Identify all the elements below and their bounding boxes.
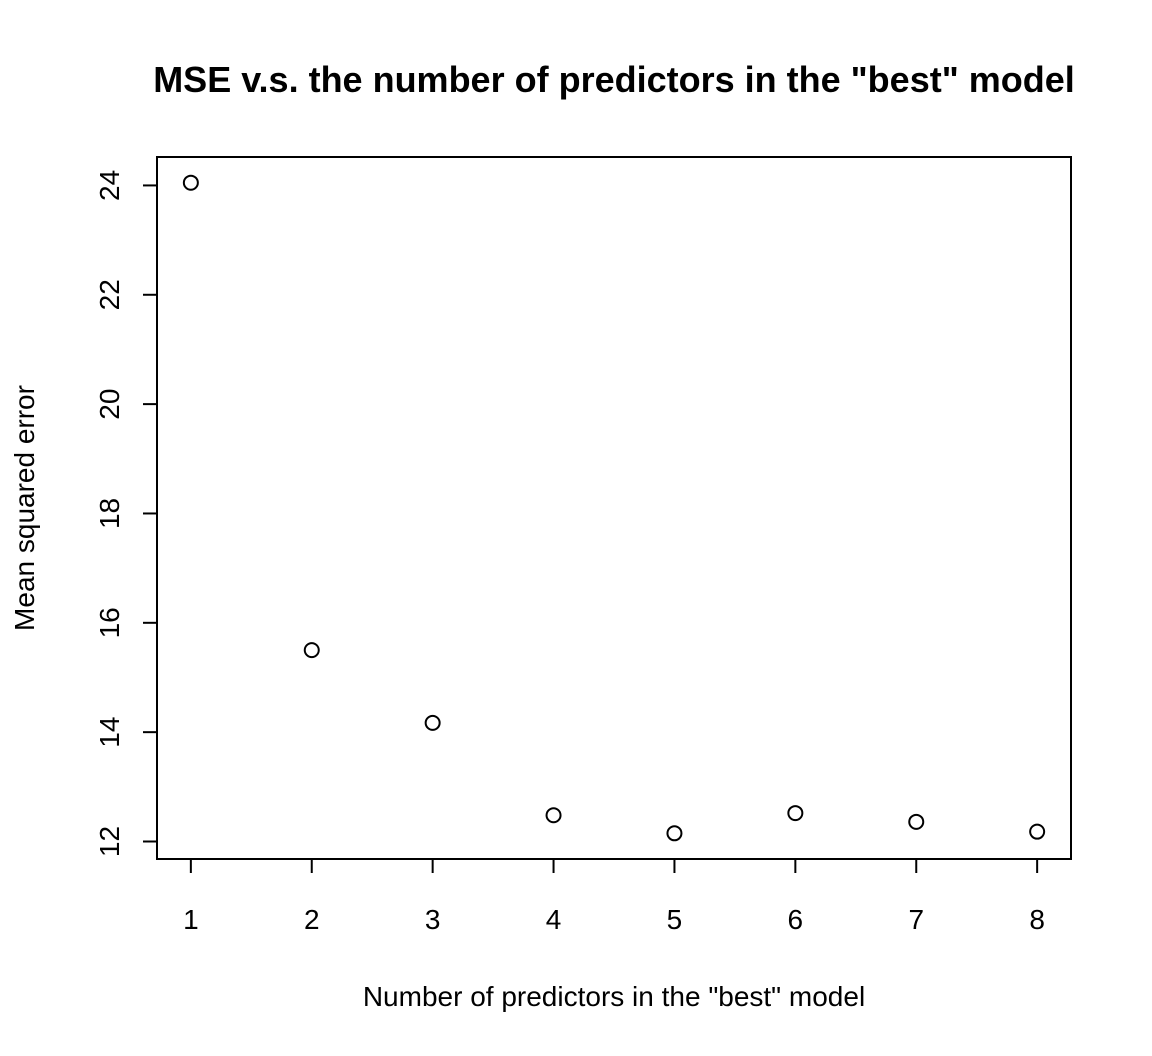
y-tick-label: 16	[94, 607, 125, 638]
y-tick-label: 24	[94, 170, 125, 201]
x-axis-ticks: 1 2 3 4 5 6 7 8	[183, 859, 1045, 935]
data-point	[545, 807, 562, 824]
x-tick-label: 6	[788, 904, 804, 935]
data-point	[1029, 823, 1046, 840]
y-axis-label: Mean squared error	[9, 385, 40, 631]
x-tick-label: 1	[183, 904, 199, 935]
x-tick-label: 3	[425, 904, 441, 935]
data-point	[908, 813, 925, 830]
y-tick-label: 22	[94, 279, 125, 310]
data-point	[424, 714, 441, 731]
y-tick-label: 20	[94, 389, 125, 420]
data-points	[182, 174, 1046, 842]
y-tick-label: 14	[94, 717, 125, 748]
x-axis-label: Number of predictors in the "best" model	[363, 981, 865, 1012]
y-tick-label: 12	[94, 826, 125, 857]
x-tick-label: 4	[546, 904, 562, 935]
data-point	[303, 642, 320, 659]
data-point	[666, 825, 683, 842]
data-point	[787, 805, 804, 822]
y-tick-label: 18	[94, 498, 125, 529]
x-tick-label: 2	[304, 904, 320, 935]
x-tick-label: 8	[1029, 904, 1045, 935]
data-point	[182, 174, 199, 191]
y-axis-ticks: 12 14 16 18 20 22 24	[94, 170, 157, 857]
plot-frame	[156, 156, 1072, 860]
x-tick-label: 7	[908, 904, 924, 935]
x-tick-label: 5	[667, 904, 683, 935]
chart-title: MSE v.s. the number of predictors in the…	[153, 59, 1075, 100]
